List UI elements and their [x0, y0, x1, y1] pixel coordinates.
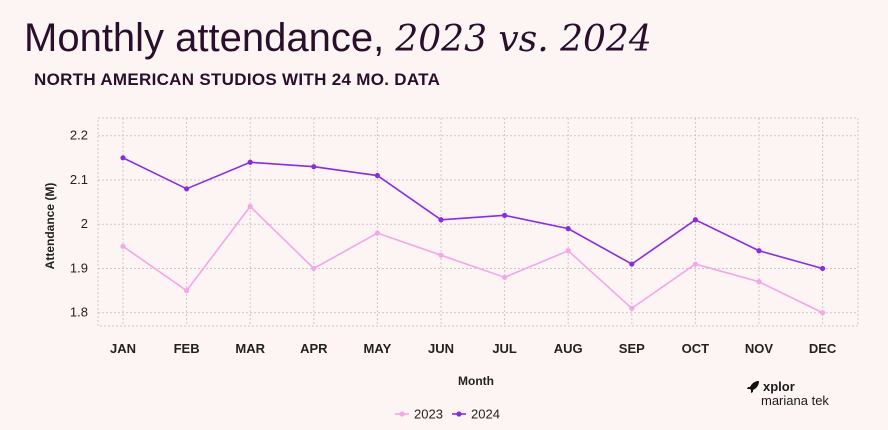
x-tick-label: DEC	[809, 341, 837, 356]
x-tick-label: MAY	[364, 341, 392, 356]
series-lines	[120, 155, 826, 316]
series-line-2023	[122, 205, 823, 314]
data-point-2023	[311, 265, 317, 272]
x-tick-label: NOV	[745, 341, 774, 356]
brand-line2: mariana tek	[761, 393, 829, 408]
data-point-2024	[756, 248, 762, 254]
y-tick-label: 1.9	[70, 260, 88, 275]
legend-label: 2023	[414, 407, 443, 422]
data-point-2024	[311, 164, 317, 170]
x-tick-label: MAR	[235, 341, 265, 356]
x-tick-label: JUL	[492, 341, 517, 356]
data-point-2024	[565, 226, 571, 232]
chart-subtitle: NORTH AMERICAN STUDIOS WITH 24 MO. DATA	[34, 70, 441, 89]
data-point-2024	[629, 261, 635, 267]
rocket-icon	[747, 381, 759, 393]
legend: 2023 2024	[395, 407, 500, 422]
data-point-2024	[820, 265, 826, 272]
legend-label: 2024	[471, 407, 500, 422]
x-tick-label: FEB	[174, 341, 200, 356]
data-point-2024	[438, 217, 444, 223]
series-line-2024	[122, 157, 823, 270]
title-years: 2023 vs. 2024	[395, 19, 652, 60]
chart-title: Monthly attendance, 2023 vs. 2024	[24, 14, 652, 64]
data-point-2024	[692, 217, 699, 223]
data-point-2023	[374, 230, 380, 236]
data-point-2023	[120, 243, 126, 249]
legend-marker	[399, 411, 405, 417]
data-point-2023	[820, 310, 826, 316]
data-point-2023	[438, 252, 444, 258]
brand-line1: xplor	[763, 379, 795, 394]
title-main: Monthly attendance,	[24, 16, 396, 60]
x-tick-label: JAN	[110, 341, 136, 356]
grid-lines	[97, 117, 859, 327]
data-point-2023	[184, 287, 190, 294]
y-tick-label: 2.1	[70, 172, 88, 187]
data-point-2023	[502, 274, 508, 280]
data-point-2023	[565, 248, 571, 254]
x-axis-label: Month	[458, 374, 494, 388]
x-tick-label: SEP	[619, 341, 645, 356]
brand-logo: xplor mariana tek	[746, 380, 829, 408]
y-tick-label: 1.8	[70, 305, 88, 320]
y-tick-labels: 1.8 1.9 2 2.1 2.2	[70, 128, 88, 320]
plot-frame	[97, 117, 859, 327]
y-tick-label: 2	[81, 216, 88, 231]
data-point-2024	[184, 186, 190, 192]
x-tick-label: JUN	[428, 341, 454, 356]
data-point-2024	[247, 159, 253, 165]
data-point-2023	[247, 203, 253, 210]
y-tick-label: 2.2	[70, 128, 88, 143]
x-tick-label: OCT	[682, 341, 710, 356]
data-point-2023	[756, 279, 762, 285]
y-axis-label: Attendance (M)	[43, 183, 57, 270]
x-tick-label: AUG	[554, 341, 583, 356]
legend-marker	[456, 411, 462, 417]
x-tick-label: APR	[300, 341, 328, 356]
data-point-2024	[502, 212, 508, 218]
x-tick-labels: JAN FEB MAR APR MAY JUN JUL AUG SEP OCT NOV DEC	[110, 341, 837, 356]
data-point-2023	[629, 305, 635, 311]
data-point-2024	[120, 155, 126, 161]
data-point-2024	[374, 172, 380, 179]
data-point-2023	[692, 261, 699, 267]
